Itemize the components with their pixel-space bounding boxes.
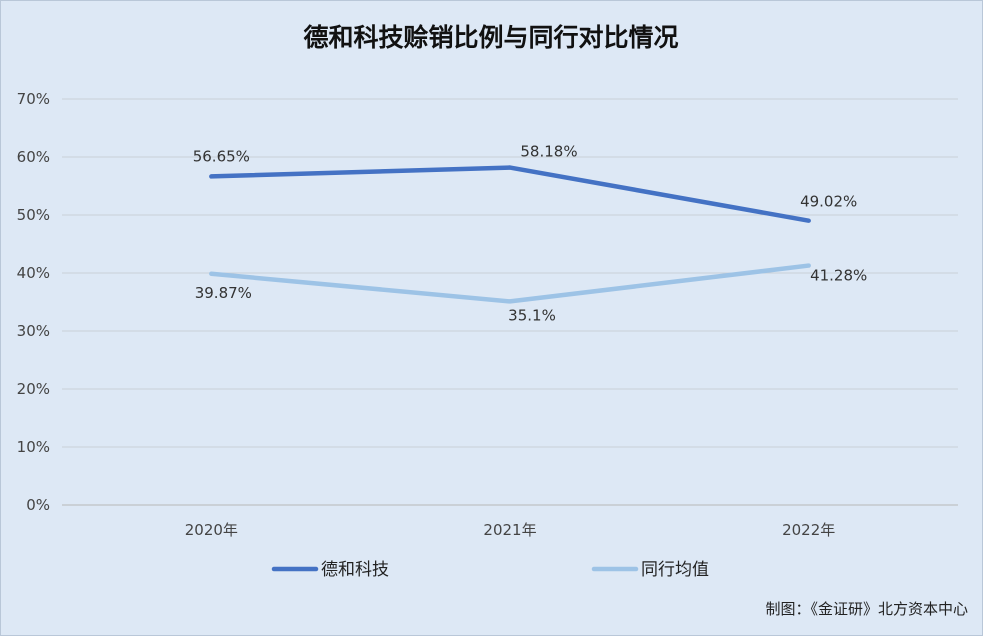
y-tick-label: 20% xyxy=(17,380,50,398)
legend-label: 德和科技 xyxy=(321,560,389,580)
series-layer xyxy=(209,165,811,304)
y-tick-label: 40% xyxy=(17,264,50,282)
legend: 德和科技 同行均值 xyxy=(271,560,709,580)
legend-label: 同行均值 xyxy=(641,560,709,580)
x-tick-label: 2020年 xyxy=(185,521,238,539)
data-label: 49.02% xyxy=(800,193,857,211)
data-label: 39.87% xyxy=(195,284,252,302)
y-tick-label: 70% xyxy=(17,90,50,108)
data-labels: 56.65% 58.18% 49.02% 39.87% 35.1% 41.28% xyxy=(193,143,868,325)
footer-credit: 制图：《金证研》北方资本中心 xyxy=(765,600,968,618)
y-tick-label: 50% xyxy=(17,206,50,224)
data-label: 41.28% xyxy=(810,267,867,285)
y-tick-label: 0% xyxy=(26,496,50,514)
data-label: 56.65% xyxy=(193,147,250,165)
series-line xyxy=(209,263,811,304)
y-tick-label: 10% xyxy=(17,438,50,456)
x-axis: 2020年 2021年 2022年 xyxy=(185,521,836,539)
chart-title: 德和科技赊销比例与同行对比情况 xyxy=(303,23,678,52)
x-tick-label: 2021年 xyxy=(483,521,536,539)
data-label: 58.18% xyxy=(520,143,577,161)
y-tick-label: 60% xyxy=(17,148,50,166)
x-tick-label: 2022年 xyxy=(782,521,835,539)
data-label: 35.1% xyxy=(508,306,556,324)
series-line xyxy=(209,165,811,223)
y-tick-label: 30% xyxy=(17,322,50,340)
y-axis: 0% 10% 20% 30% 40% 50% 60% 70% xyxy=(17,90,50,514)
